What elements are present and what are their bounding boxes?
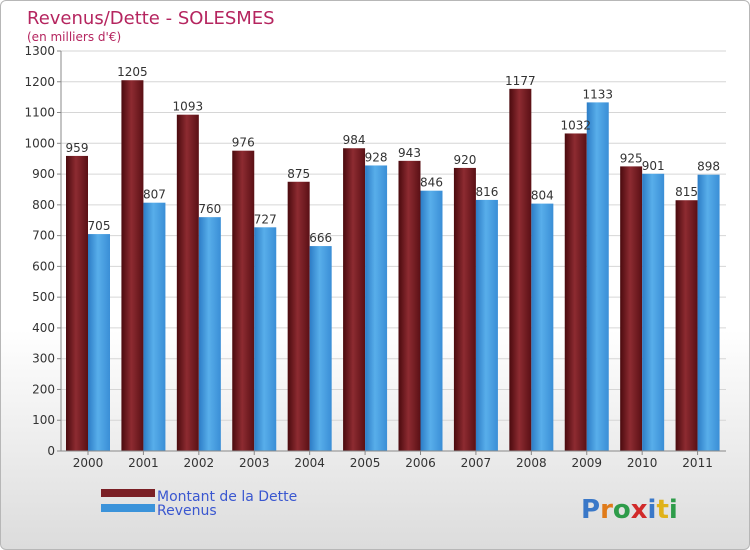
value-label-dette: 984	[343, 133, 366, 147]
bar-dette	[453, 167, 476, 451]
bar-dette	[398, 160, 421, 451]
y-tick-label: 0	[47, 444, 55, 458]
bar-dette	[66, 155, 88, 451]
bar-dette	[509, 88, 532, 451]
x-tick-label: 2010	[627, 456, 658, 470]
y-tick-label: 200	[32, 382, 55, 396]
gridlines	[61, 50, 726, 452]
y-tick-label: 1200	[24, 75, 55, 89]
bar-dette	[287, 181, 310, 451]
bar-revenus	[420, 190, 443, 451]
y-tick-label: 700	[32, 229, 55, 243]
bar-revenus	[586, 102, 609, 451]
legend-swatch-dette	[101, 489, 155, 497]
x-tick-label: 2005	[350, 456, 381, 470]
x-tick-label: 2008	[516, 456, 547, 470]
value-labels: 959 705 1205 807 1093 760 976 727 875 666 984 928 94…	[66, 65, 720, 245]
bar-dette	[121, 80, 144, 451]
bar-revenus	[642, 173, 665, 451]
value-label-dette: 920	[453, 153, 476, 167]
value-label-revenus: 928	[365, 150, 388, 164]
value-label-revenus: 816	[475, 185, 498, 199]
bar-dette	[620, 166, 643, 451]
value-label-dette: 1032	[560, 118, 591, 132]
value-label-dette: 815	[675, 185, 698, 199]
bar-revenus	[365, 165, 388, 451]
y-tick-label: 300	[32, 352, 55, 366]
bar-revenus	[143, 202, 166, 451]
y-tick-label: 800	[32, 198, 55, 212]
bar-revenus	[475, 199, 498, 451]
bar-revenus	[198, 217, 221, 451]
value-label-revenus: 846	[420, 176, 443, 190]
value-label-dette: 976	[232, 136, 255, 150]
value-label-revenus: 901	[642, 159, 665, 173]
y-tick-label: 100	[32, 413, 55, 427]
x-axis-ticks: 2000 2001 2002 2003 2004 2005 2006 2007 2008 2009…	[73, 451, 713, 470]
value-label-revenus: 727	[254, 212, 277, 226]
bar-dette	[564, 133, 587, 451]
x-tick-label: 2001	[128, 456, 159, 470]
value-label-dette: 875	[287, 167, 310, 181]
x-tick-label: 2006	[405, 456, 436, 470]
bar-revenus	[697, 174, 720, 451]
bar-revenus	[531, 203, 554, 451]
proxiti-logo: Proxiti	[581, 495, 678, 525]
y-tick-label: 1000	[24, 136, 55, 150]
legend: Montant de la Dette Revenus	[101, 489, 297, 519]
bar-dette	[176, 114, 199, 451]
legend-label-revenus: Revenus	[157, 503, 217, 519]
value-label-dette: 1177	[505, 74, 536, 88]
value-label-revenus: 1133	[582, 87, 613, 101]
x-tick-label: 2000	[73, 456, 104, 470]
bar-revenus	[309, 246, 332, 451]
bar-dette	[343, 148, 366, 451]
y-tick-label: 400	[32, 321, 55, 335]
bar-revenus	[254, 227, 277, 451]
bar-revenus	[88, 234, 110, 451]
x-tick-label: 2003	[239, 456, 270, 470]
svg-text:Proxiti: Proxiti	[581, 495, 678, 525]
bar-dette	[232, 150, 255, 451]
value-label-dette: 1093	[173, 100, 204, 114]
x-tick-label: 2007	[461, 456, 492, 470]
chart-title: Revenus/Dette - SOLESMES	[27, 8, 275, 29]
x-tick-label: 2004	[294, 456, 325, 470]
value-label-revenus: 898	[697, 160, 720, 174]
x-tick-label: 2002	[184, 456, 215, 470]
value-label-revenus: 804	[531, 189, 554, 203]
bar-dette	[675, 200, 698, 451]
bars	[66, 80, 720, 451]
y-axis-ticks: 0 100 200 300 400 500 600 700 800 900 1000 1100 1200…	[24, 44, 61, 458]
x-tick-label: 2011	[682, 456, 713, 470]
x-tick-label: 2009	[571, 456, 602, 470]
legend-swatch-revenus	[101, 504, 155, 512]
y-tick-label: 900	[32, 167, 55, 181]
value-label-dette: 925	[620, 151, 643, 165]
value-label-dette: 1205	[117, 65, 148, 79]
y-tick-label: 500	[32, 290, 55, 304]
value-label-revenus: 807	[143, 188, 166, 202]
y-tick-label: 1300	[24, 44, 55, 58]
value-label-dette: 943	[398, 146, 421, 160]
legend-label-dette: Montant de la Dette	[157, 489, 297, 505]
y-tick-label: 1100	[24, 106, 55, 120]
value-label-dette: 959	[66, 141, 89, 155]
chart-subtitle: (en milliers d'€)	[27, 30, 121, 44]
y-tick-label: 600	[32, 259, 55, 273]
value-label-revenus: 705	[88, 219, 111, 233]
value-label-revenus: 666	[309, 231, 332, 245]
value-label-revenus: 760	[198, 202, 221, 216]
